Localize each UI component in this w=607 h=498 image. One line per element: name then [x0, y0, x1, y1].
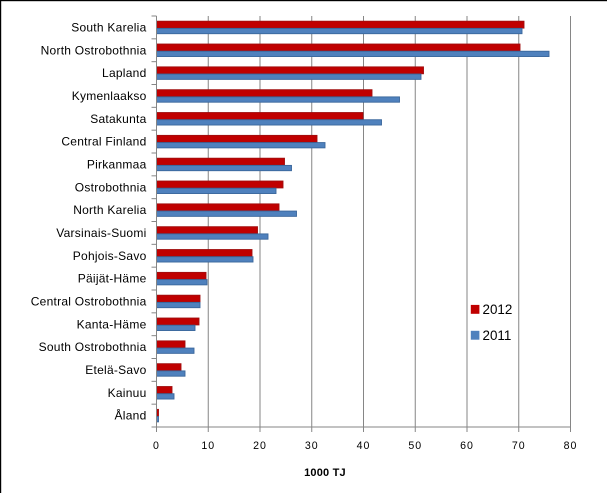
svg-text:Päijät-Häme: Päijät-Häme	[78, 272, 147, 286]
svg-text:South Ostrobothnia: South Ostrobothnia	[39, 340, 147, 354]
svg-text:80: 80	[564, 440, 578, 452]
svg-text:Ostrobothnia: Ostrobothnia	[75, 180, 147, 194]
svg-text:2012: 2012	[483, 302, 513, 317]
svg-text:Satakunta: Satakunta	[90, 112, 146, 126]
svg-text:North Karelia: North Karelia	[73, 203, 146, 217]
svg-text:Central Finland: Central Finland	[61, 135, 146, 149]
svg-text:40: 40	[357, 440, 371, 452]
svg-text:70: 70	[512, 440, 526, 452]
svg-text:0: 0	[153, 440, 160, 452]
svg-text:Åland: Åland	[115, 408, 147, 423]
svg-text:Kymenlaakso: Kymenlaakso	[72, 89, 147, 103]
svg-text:Etelä-Savo: Etelä-Savo	[85, 363, 146, 377]
svg-text:Kanta-Häme: Kanta-Häme	[77, 317, 147, 331]
svg-text:Pohjois-Savo: Pohjois-Savo	[73, 249, 147, 263]
svg-text:60: 60	[460, 440, 474, 452]
svg-text:50: 50	[408, 440, 422, 452]
svg-text:Pirkanmaa: Pirkanmaa	[87, 158, 147, 172]
svg-text:1000 TJ: 1000 TJ	[304, 467, 346, 479]
svg-text:10: 10	[201, 440, 215, 452]
svg-text:Lapland: Lapland	[102, 66, 146, 80]
svg-text:2011: 2011	[483, 328, 512, 343]
svg-text:Varsinais-Suomi: Varsinais-Suomi	[56, 226, 146, 240]
svg-text:30: 30	[305, 440, 319, 452]
svg-text:South Karelia: South Karelia	[71, 21, 146, 35]
svg-text:North Ostrobothnia: North Ostrobothnia	[41, 43, 147, 57]
svg-text:20: 20	[253, 440, 267, 452]
svg-text:Central Ostrobothnia: Central Ostrobothnia	[31, 295, 147, 309]
svg-text:Kainuu: Kainuu	[108, 386, 147, 400]
